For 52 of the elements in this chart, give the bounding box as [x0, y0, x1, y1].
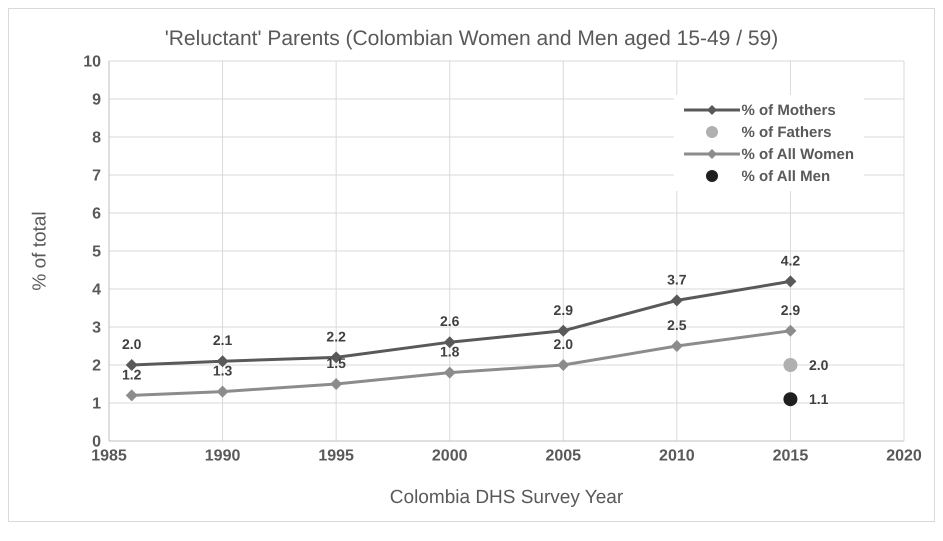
x-tick-label: 2020 [886, 447, 922, 464]
data-label: 1.2 [122, 366, 142, 382]
y-tick-label: 10 [83, 54, 102, 71]
data-label: 2.1 [212, 332, 233, 348]
data-label: 1.1 [808, 391, 829, 408]
x-axis-title: Colombia DHS Survey Year [390, 487, 624, 508]
data-label: 2.6 [440, 313, 460, 330]
y-tick-label: 5 [92, 244, 102, 261]
point [670, 340, 683, 352]
point [670, 294, 683, 306]
y-tick-label: 1 [92, 396, 102, 413]
data-label: 1.3 [212, 362, 233, 379]
point [557, 324, 570, 337]
point [126, 389, 138, 402]
data-label: 1.5 [326, 355, 346, 371]
point [784, 275, 796, 288]
data-label: 2.0 [554, 336, 574, 352]
y-axis-title: % of total [30, 211, 51, 291]
data-label: 2.0 [808, 356, 829, 373]
legend-label: % of Mothers [742, 102, 836, 118]
x-tick-label: 1995 [318, 447, 354, 464]
x-tick-label: 2000 [432, 447, 468, 464]
y-tick-label: 3 [92, 320, 102, 337]
point [444, 366, 456, 379]
x-tick-label: 2010 [659, 447, 695, 464]
data-label: 2.9 [554, 302, 574, 318]
point [557, 359, 570, 371]
y-tick-label: 6 [92, 206, 102, 223]
y-tick-label: 7 [92, 168, 102, 185]
data-label: 2.5 [667, 317, 687, 333]
data-label: 3.7 [667, 271, 687, 288]
y-tick-label: 9 [92, 92, 102, 109]
x-tick-label: 1990 [204, 447, 240, 464]
point [330, 378, 342, 390]
x-tick-label: 2005 [545, 447, 582, 464]
legend-label: % of All Men [742, 168, 830, 184]
data-label: 2.0 [122, 336, 142, 352]
y-tick-label: 8 [92, 130, 102, 147]
y-tick-label: 4 [92, 282, 102, 299]
x-tick-label: 2015 [772, 447, 808, 464]
point [783, 358, 798, 372]
point [784, 324, 796, 337]
data-label: 2.9 [780, 302, 800, 318]
y-tick-label: 2 [92, 358, 102, 375]
legend-label: % of Fathers [742, 124, 832, 140]
data-label: 4.2 [780, 252, 800, 268]
chart-title: 'Reluctant' Parents (Colombian Women and Men aged 15-49 / 59) [164, 26, 780, 51]
legend-label: % of All Women [742, 146, 854, 162]
point [783, 392, 798, 406]
data-label: 1.8 [440, 344, 460, 360]
point [216, 386, 229, 398]
data-label: 2.2 [326, 328, 346, 344]
